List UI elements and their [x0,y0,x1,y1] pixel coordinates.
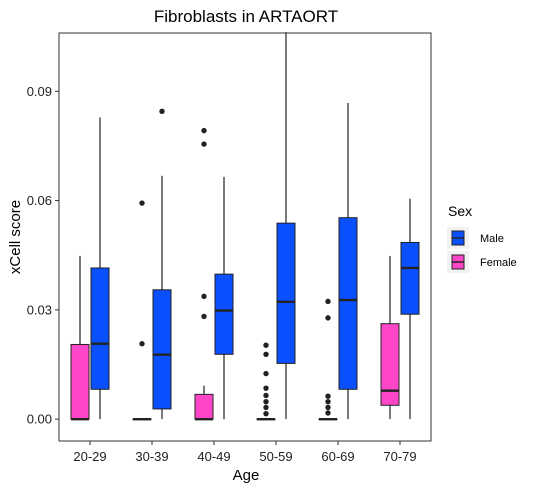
outlier-point [201,127,207,134]
legend-title: Sex [448,203,472,219]
outlier-point [263,392,269,399]
outlier-point [263,404,269,411]
outlier-point [263,385,269,391]
box-female-30-39 [132,200,152,421]
outlier-point [139,200,145,206]
outlier-point [159,108,165,115]
x-tick-label: 70-79 [383,449,416,464]
box-female-70-79 [380,255,400,420]
outlier-point [201,293,207,300]
outlier-point [201,141,207,147]
y-tick-label: 0.09 [27,84,52,99]
box-female-40-49 [194,127,214,421]
box-male-60-69 [338,102,358,420]
outlier-point [325,393,331,399]
outlier-point [263,351,269,357]
outlier-point [263,410,269,417]
y-tick-label: 0.06 [27,193,52,208]
boxes-layer [70,32,420,421]
outlier-point [325,315,331,321]
box-iqr [70,343,90,420]
chart-title: Fibroblasts in ARTAORT [154,7,338,26]
box-male-70-79 [400,198,420,420]
box-iqr [90,267,110,390]
outlier-point [325,404,331,411]
outlier-point [325,298,331,305]
plot-panel [58,32,432,442]
y-tick-label: 0.03 [27,302,52,317]
box-iqr [338,217,358,390]
outlier-point [263,398,269,405]
x-tick-label: 30-39 [135,449,168,464]
legend-label: Male [480,233,504,245]
outlier-point [325,410,331,416]
box-iqr [194,393,214,420]
box-iqr [400,241,420,315]
x-axis: 20-29 30-39 40-49 50-59 60-69 70-79 [73,441,417,464]
box-female-50-59 [256,342,276,421]
outlier-point [139,341,145,347]
box-male-50-59 [276,32,296,420]
outlier-point [325,398,331,405]
box-iqr [214,273,234,355]
box-male-40-49 [214,176,234,420]
y-tick-label: 0.00 [27,412,52,427]
x-tick-label: 60-69 [321,449,354,464]
box-female-20-29 [70,255,90,421]
legend-label: Female [480,257,517,269]
box-iqr [152,289,172,410]
box-male-30-39 [152,108,172,420]
box-male-20-29 [90,117,110,420]
y-axis: 0.00 0.03 0.06 0.09 [27,84,59,427]
outlier-point [201,313,207,320]
x-tick-label: 20-29 [73,449,106,464]
box-iqr [380,323,400,406]
outlier-point [263,342,269,348]
legend: Sex Male Female [447,203,517,273]
x-tick-label: 40-49 [197,449,230,464]
box-iqr [276,222,296,364]
y-axis-label: xCell score [7,200,24,274]
x-tick-label: 50-59 [259,449,292,464]
outlier-point [263,370,269,377]
box-female-60-69 [318,298,338,421]
x-axis-label: Age [233,467,260,484]
